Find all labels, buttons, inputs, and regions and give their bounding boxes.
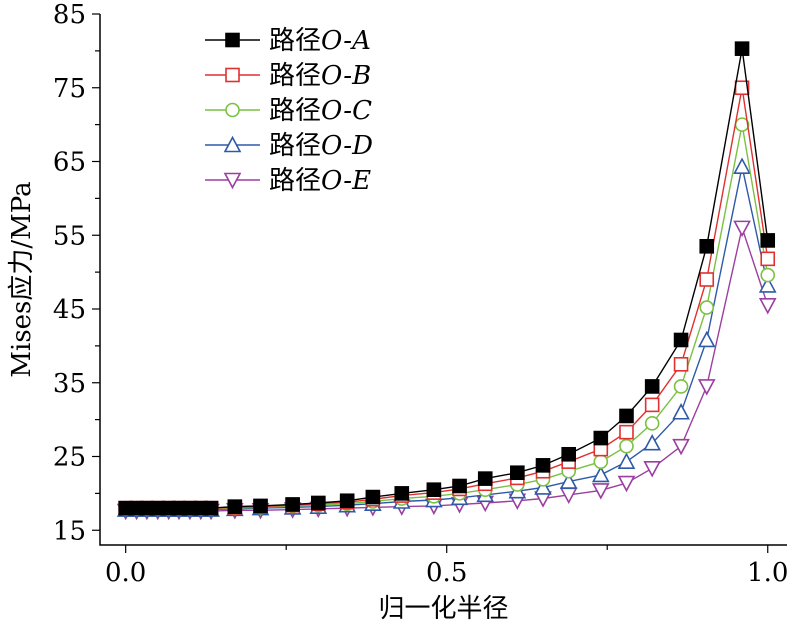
data-point <box>734 41 750 56</box>
x-tick-label: 1.0 <box>747 558 788 588</box>
data-point <box>534 478 552 495</box>
legend-label: 路径O-A <box>269 26 371 56</box>
data-point <box>643 434 662 451</box>
data-point <box>617 475 636 493</box>
legend-label-prefix: 路径 <box>269 26 321 56</box>
data-point <box>394 486 410 501</box>
data-point <box>253 498 268 514</box>
legend-marker <box>225 32 240 48</box>
legend-label-prefix: 路径 <box>269 61 321 91</box>
data-point <box>203 500 219 516</box>
data-point <box>699 239 715 254</box>
legend-label-path: O-C <box>321 96 372 126</box>
y-tick-label: 15 <box>53 516 86 546</box>
y-tick-label: 45 <box>53 295 86 325</box>
series-layer <box>116 41 777 521</box>
data-point <box>697 379 716 396</box>
y-tick-label: 35 <box>53 369 86 399</box>
data-point <box>591 465 610 483</box>
data-point <box>697 330 716 348</box>
axis-frame <box>99 14 787 546</box>
data-point <box>733 220 751 238</box>
data-point <box>365 489 381 505</box>
data-point <box>619 424 634 440</box>
y-axis-title: Mises应力/MPa <box>7 181 37 377</box>
data-point <box>619 438 634 454</box>
legend-entry-o-b: 路径O-B <box>205 61 371 91</box>
legend-label: 路径O-D <box>269 131 373 161</box>
data-point <box>760 251 776 267</box>
legend-label: 路径O-C <box>269 96 372 126</box>
data-point <box>227 499 243 514</box>
data-point <box>477 471 493 486</box>
data-point <box>561 446 577 462</box>
series-line <box>125 225 769 512</box>
legend-label-path: O-B <box>321 61 371 91</box>
series-o-c <box>118 117 776 517</box>
legend-marker <box>223 172 242 190</box>
y-tick-label: 85 <box>53 0 86 30</box>
legend-entry-o-e: 路径O-E <box>205 166 371 196</box>
axes: 15 25 35 45 55 65 75 85 0.0 0.5 1.0 <box>53 0 789 588</box>
series-line <box>125 124 769 510</box>
data-point <box>593 430 609 446</box>
x-tick-label: 0.5 <box>426 558 467 588</box>
data-point <box>644 416 660 431</box>
data-point <box>644 397 660 413</box>
legend-label-prefix: 路径 <box>269 166 321 196</box>
legend-label: 路径O-E <box>269 166 371 196</box>
legend-marker <box>223 135 242 153</box>
x-tick-label: 0.0 <box>105 558 146 588</box>
data-point <box>672 403 690 420</box>
data-point <box>310 495 326 511</box>
data-point <box>619 408 634 424</box>
data-point <box>644 379 660 394</box>
x-axis-title: 归一化半径 <box>378 594 508 624</box>
legend-label-prefix: 路径 <box>269 96 321 126</box>
data-point <box>643 460 662 478</box>
legend-entry-o-a: 路径O-A <box>205 26 371 56</box>
legend-label: 路径O-B <box>269 61 371 91</box>
data-point <box>617 452 636 469</box>
legend-marker <box>225 102 240 118</box>
series-o-a <box>118 41 776 516</box>
data-point <box>673 357 689 372</box>
data-point <box>672 438 690 456</box>
data-point <box>758 276 777 293</box>
legend-label-path: O-E <box>321 166 371 196</box>
legend-label-path: O-D <box>321 131 373 161</box>
data-point <box>760 233 776 248</box>
data-point <box>510 465 525 481</box>
legend-marker <box>225 67 240 83</box>
data-point <box>285 497 300 512</box>
data-point <box>673 379 689 394</box>
legend-label-prefix: 路径 <box>269 131 321 161</box>
legend-entry-o-d: 路径O-D <box>205 131 373 161</box>
legend-label-path: O-A <box>321 26 371 56</box>
data-point <box>339 493 355 509</box>
data-point <box>699 272 715 287</box>
y-tick-label: 55 <box>53 221 86 251</box>
series-line <box>125 166 769 511</box>
data-point <box>535 458 551 473</box>
data-point <box>593 454 609 469</box>
y-tick-label: 65 <box>53 148 86 178</box>
y-tick-label: 75 <box>53 74 86 104</box>
data-point <box>426 482 442 497</box>
y-tick-label: 25 <box>53 443 86 473</box>
series-line <box>125 48 769 509</box>
data-point <box>591 483 610 500</box>
data-point <box>559 472 578 489</box>
data-point <box>760 267 776 283</box>
data-point <box>758 298 777 315</box>
data-point <box>673 332 689 348</box>
series-line <box>125 87 769 509</box>
data-point <box>733 157 751 174</box>
legend-entry-o-c: 路径O-C <box>205 96 372 126</box>
data-point <box>699 300 715 315</box>
data-point <box>452 478 467 494</box>
